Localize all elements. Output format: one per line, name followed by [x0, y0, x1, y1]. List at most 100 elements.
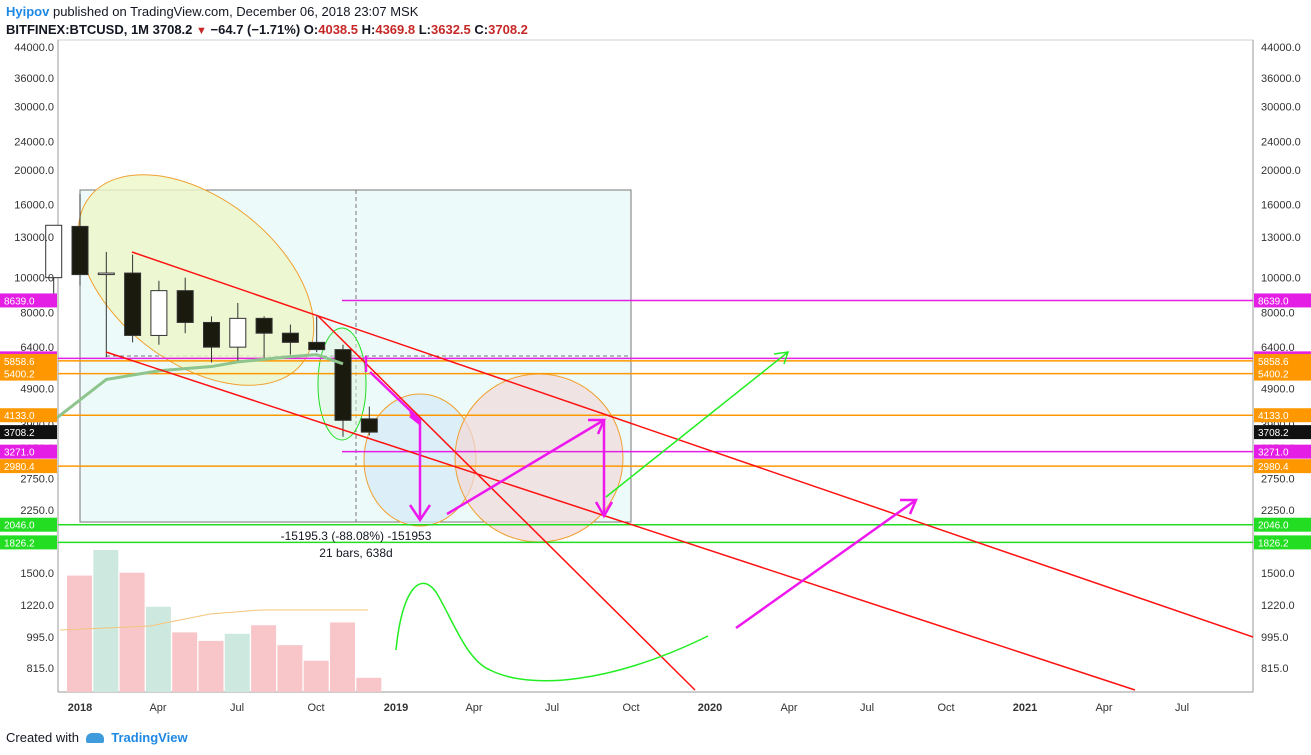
candle-body-10	[308, 341, 326, 351]
time-tick-4: 2019	[384, 702, 408, 714]
price-tag-text-left-4: 4133.0	[4, 411, 35, 422]
price-tag-text-right-5: 3708.2	[1258, 428, 1289, 439]
time-tick-13: Apr	[1095, 702, 1112, 714]
time-tick-7: Oct	[622, 702, 639, 714]
price-tag-text-left-3: 5400.2	[4, 370, 35, 381]
tradingview-brand-link[interactable]: TradingView	[111, 730, 188, 745]
price-tag-text-right-3: 5400.2	[1258, 370, 1289, 381]
price-tag-text-right-7: 2980.4	[1258, 462, 1289, 473]
c-label: C:	[474, 22, 489, 37]
price-tick-right-8: 8000.0	[1261, 307, 1295, 319]
price-tag-text-right-8: 2046.0	[1258, 521, 1289, 532]
price-tag-left-5	[0, 425, 57, 440]
price-tick-left-13: 2750.0	[20, 474, 54, 486]
price-tick-left-1: 36000.0	[14, 73, 54, 85]
price-tag-left-6	[0, 444, 57, 459]
price-tick-left-2: 30000.0	[14, 102, 54, 114]
measure-label-1: -15195.3 (-88.08%) -151953	[281, 529, 432, 543]
l-label: L:	[418, 22, 432, 37]
volume-bar-8	[277, 645, 303, 692]
volume-bar-4	[172, 632, 198, 692]
price-tick-left-19: 815.0	[26, 663, 54, 675]
price-tick-left-9: 6400.0	[20, 342, 54, 354]
candle-body-11	[334, 349, 352, 421]
symbol-header: BITFINEX:BTCUSD, 1M 3708.2 ▼ −64.7 (−1.7…	[6, 22, 528, 37]
price-tag-text-left-9: 1826.2	[4, 538, 35, 549]
time-tick-8: 2020	[698, 702, 722, 714]
price-tag-text-right-9: 1826.2	[1258, 538, 1289, 549]
volume-bar-5	[198, 640, 224, 692]
price-tag-text-right-0: 8639.0	[1258, 296, 1289, 307]
volume-bar-10	[330, 622, 355, 692]
price-tick-right-13: 2750.0	[1261, 474, 1295, 486]
price-tag-text-right-4: 4133.0	[1258, 411, 1289, 422]
candle-body-0	[45, 224, 63, 279]
volume-bar-7	[251, 625, 277, 692]
symbol-line: BITFINEX:BTCUSD, 1M	[6, 22, 149, 37]
price-tick-right-2: 30000.0	[1261, 102, 1301, 114]
candle-body-1	[71, 225, 89, 276]
volume-ma-line-2	[149, 609, 368, 627]
price-tag-left-2	[0, 353, 57, 368]
price-tag-right-2	[1254, 353, 1311, 368]
price-tag-text-left-5: 3708.2	[4, 428, 35, 439]
price-tag-text-right-6: 3271.0	[1258, 448, 1289, 459]
time-tick-5: Apr	[465, 702, 482, 714]
o-value: 4038.5	[318, 22, 358, 37]
l-value: 3632.5	[431, 22, 471, 37]
price-tick-right-17: 1220.0	[1261, 600, 1295, 612]
price-tick-right-10: 4900.0	[1261, 384, 1295, 396]
down-triangle-icon: ▼	[196, 25, 207, 37]
price-tag-right-0	[1254, 293, 1311, 308]
created-with-text: Created with	[6, 730, 79, 745]
green-arrows	[395, 351, 790, 682]
price-tag-left-9	[0, 535, 57, 550]
price-tick-left-5: 16000.0	[14, 199, 54, 211]
price-tick-left-17: 1220.0	[20, 600, 54, 612]
price-tick-left-18: 995.0	[26, 632, 54, 644]
price-tag-left-4	[0, 408, 57, 423]
candle-body-8	[255, 317, 273, 334]
time-tick-9: Apr	[780, 702, 797, 714]
candle-body-3	[124, 272, 142, 336]
price-tick-right-7: 10000.0	[1261, 273, 1301, 285]
volume-bar-6	[224, 633, 250, 692]
trend-line-lower	[105, 351, 1136, 691]
price-tick-right-4: 20000.0	[1261, 165, 1301, 177]
price-tick-left-16: 1500.0	[20, 568, 54, 580]
candle-body-2	[97, 272, 115, 276]
price-tag-left-3	[0, 366, 57, 381]
price-tick-left-3: 24000.0	[14, 136, 54, 148]
price-chart[interactable]: 44000.0 36000.0 30000.0 24000.0 20000.0 16000…	[0, 0, 1311, 730]
time-tick-10: Jul	[860, 702, 874, 714]
volume-bar-1	[93, 550, 119, 692]
candle-body-6	[203, 321, 220, 348]
price-tag-text-left-7: 2980.4	[4, 462, 35, 473]
candle-body-4	[150, 290, 168, 336]
volume-bar-3	[145, 606, 171, 692]
time-tick-6: Jul	[545, 702, 559, 714]
o-label: O:	[303, 22, 319, 37]
time-tick-0: 2018	[68, 702, 92, 714]
price-tick-left-6: 13000.0	[14, 232, 54, 244]
price-tick-right-0: 44000.0	[1261, 42, 1301, 54]
price-tick-right-19: 815.0	[1261, 663, 1289, 675]
price-tick-right-18: 995.0	[1261, 632, 1289, 644]
measure-label-2: 21 bars, 638d	[319, 546, 392, 560]
price-tag-right-5	[1254, 425, 1311, 440]
price-tag-text-right-2: 5858.6	[1258, 357, 1289, 368]
price-tag-left-0	[0, 293, 57, 308]
author-name[interactable]: Hyipov	[6, 4, 50, 19]
moving-average-line	[52, 353, 344, 422]
h-label: H:	[361, 22, 376, 37]
price-tick-right-16: 1500.0	[1261, 568, 1295, 580]
price-tick-right-3: 24000.0	[1261, 136, 1301, 148]
footer: Created with TradingView	[6, 730, 188, 745]
price-tag-text-left-2: 5858.6	[4, 357, 35, 368]
candle-body-9	[281, 332, 299, 343]
time-tick-3: Oct	[307, 702, 324, 714]
price-tag-right-8	[1254, 517, 1311, 532]
candle-body-12	[360, 418, 378, 433]
magenta-arrows	[364, 356, 918, 630]
candle-body-5	[176, 290, 194, 323]
